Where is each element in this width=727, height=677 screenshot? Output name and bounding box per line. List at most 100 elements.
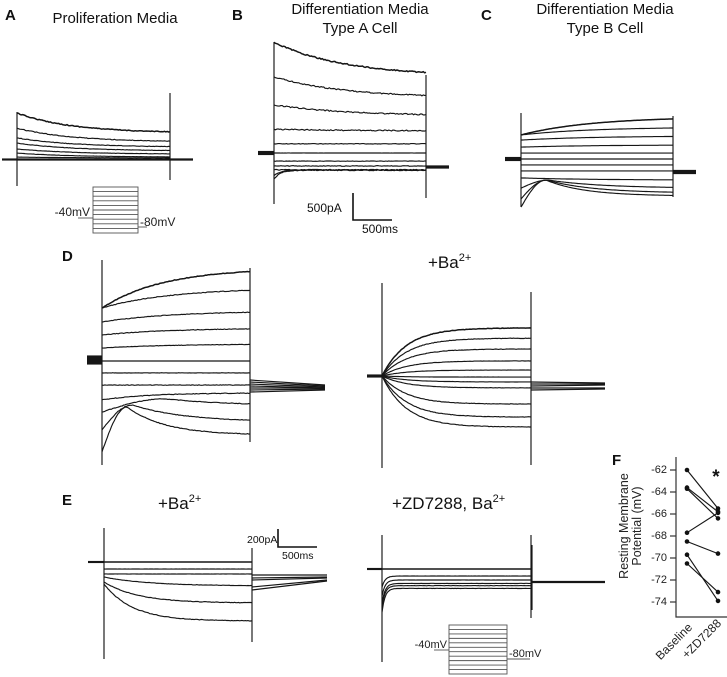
data-point: [684, 539, 690, 544]
tail-current-line: [251, 577, 328, 581]
panel-f: F Resting Membrane Potential (mV) * -62 -…: [612, 452, 727, 663]
current-trace: [101, 270, 251, 309]
data-point: [715, 510, 721, 516]
data-point: [715, 506, 721, 511]
current-trace: [101, 311, 251, 323]
tail-current-line: [249, 388, 326, 391]
current-trace: [273, 41, 427, 74]
current-trace: [17, 156, 170, 159]
current-trace: [101, 392, 251, 401]
pair-connector-line: [686, 512, 719, 534]
pair-connector-line: [686, 469, 719, 509]
paired-cell-series: [684, 467, 721, 511]
panel-label-a: A: [5, 7, 16, 24]
data-point: [715, 589, 721, 595]
current-trace: [521, 144, 673, 148]
current-trace: [381, 375, 532, 418]
current-trace: [381, 575, 531, 588]
panel-c: C Differentiation Media Type B Cell: [481, 1, 674, 37]
tail-current-line: [530, 381, 606, 384]
current-trace: [520, 177, 673, 181]
tail-current-line: [249, 383, 326, 388]
current-trace: [101, 343, 251, 349]
voltage-protocol-inset-e: -40mV -80mV: [415, 624, 542, 675]
current-trace: [381, 579, 531, 597]
title-superscript: 2+: [493, 493, 506, 505]
current-trace: [16, 112, 171, 133]
y-tick-label: -66: [651, 508, 667, 520]
panel-b-title-line1: Differentiation Media: [291, 1, 429, 18]
title-superscript: 2+: [189, 493, 202, 505]
title-text: +Ba: [428, 253, 459, 272]
panel-b-title-line2: Type A Cell: [322, 20, 397, 37]
significance-asterisk: *: [712, 467, 720, 488]
traces-e-ba: [88, 528, 328, 659]
traces-e-zd7288-ba: [367, 535, 605, 662]
current-trace: [16, 127, 171, 142]
current-trace: [273, 104, 427, 116]
current-trace: [103, 583, 253, 622]
current-trace: [103, 581, 253, 604]
current-trace: [16, 152, 170, 158]
current-trace: [381, 375, 531, 383]
panel-c-title-line1: Differentiation Media: [536, 1, 674, 18]
data-point: [684, 552, 690, 557]
current-trace: [520, 179, 673, 200]
current-trace: [381, 327, 532, 377]
panel-label-f: F: [612, 452, 621, 469]
y-tick-label: -62: [651, 464, 667, 476]
current-trace: [381, 585, 531, 607]
tail-current-line: [251, 579, 328, 588]
paired-cell-series: [684, 539, 721, 556]
current-trace: [101, 404, 251, 431]
tail-current-line: [249, 381, 326, 387]
scale-bar-lines: [352, 193, 392, 221]
data-point: [715, 598, 721, 604]
current-trace: [273, 128, 427, 132]
current-trace: [381, 360, 532, 377]
current-trace: [520, 118, 674, 136]
scale-bar-current-label: 500pA: [307, 201, 342, 215]
panel-label-b: B: [232, 7, 243, 24]
scale-bar-current-label: 200pA: [247, 534, 277, 546]
current-trace: [382, 375, 531, 378]
current-trace: [101, 398, 251, 413]
panel-a-title: Proliferation Media: [52, 10, 178, 27]
scale-bar-lines: [277, 529, 317, 548]
tail-current-line: [530, 384, 606, 387]
data-point: [684, 530, 690, 535]
protocol-holding-label: -40mV: [415, 639, 448, 651]
tail-current-line: [249, 389, 326, 393]
voltage-protocol-inset-a: -40mV -80mV: [55, 186, 175, 234]
y-tick-label: -74: [651, 596, 667, 608]
current-trace: [520, 179, 674, 189]
current-trace: [381, 375, 532, 389]
pair-connector-line: [686, 563, 719, 593]
panel-label-e: E: [62, 492, 72, 509]
current-trace: [273, 165, 427, 167]
current-trace: [381, 375, 532, 405]
data-point: [684, 561, 690, 566]
current-trace: [103, 576, 253, 587]
pair-connector-line: [686, 488, 719, 519]
protocol-return-label: -80mV: [140, 215, 175, 229]
data-point: [715, 516, 721, 521]
title-text: +Ba: [158, 494, 189, 513]
scale-bar-e: 200pA 500ms: [247, 529, 317, 562]
y-tick-label: -70: [651, 552, 667, 564]
scale-bar-time-label: 500ms: [282, 550, 314, 562]
y-axis-label-line1: Resting Membrane: [617, 473, 631, 579]
paired-cell-series: [684, 486, 721, 521]
y-tick-label: -68: [651, 530, 667, 542]
scale-bar-time-label: 500ms: [362, 222, 398, 236]
protocol-holding-label: -40mV: [55, 205, 90, 219]
current-trace: [16, 142, 170, 152]
panel-e-ba-title: +Ba2+: [158, 493, 201, 513]
current-trace: [101, 384, 251, 386]
traces-d-ba: [367, 283, 606, 468]
traces-b: [258, 41, 449, 204]
y-tick-label: -72: [651, 574, 667, 586]
traces-a: [2, 93, 193, 186]
current-trace: [520, 179, 673, 208]
